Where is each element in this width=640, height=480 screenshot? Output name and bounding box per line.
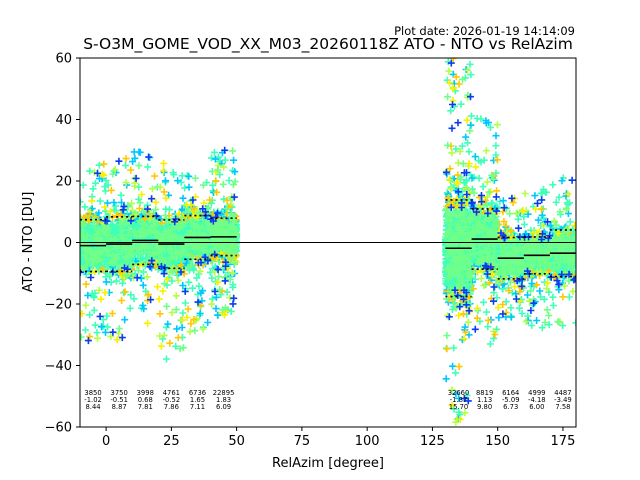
chart-title: S-O3M_GOME_VOD_XX_M03_20260118Z ATO - NT… <box>83 35 573 54</box>
bin-std-label: 9.80 <box>477 403 492 411</box>
y-tick-label: 40 <box>55 113 72 128</box>
x-tick-label: 150 <box>485 434 510 449</box>
scatter-marker-set <box>80 75 576 353</box>
bin-mean-label: 0.68 <box>138 396 153 404</box>
bin-mean-label: 1.83 <box>216 396 231 404</box>
x-tick-label: 125 <box>420 434 445 449</box>
bin-std-label: 7.11 <box>190 403 205 411</box>
bin-std-label: 6.09 <box>216 403 231 411</box>
bin-std-label: 7.86 <box>164 403 179 411</box>
bin-count-label: 4999 <box>528 389 545 397</box>
bin-mean-label: -3.49 <box>554 396 572 404</box>
bin-count-label: 22895 <box>213 389 235 397</box>
y-tick-label: 20 <box>55 175 72 190</box>
bin-count-label: 4761 <box>163 389 180 397</box>
y-axis-label: ATO - NTO [DU] <box>21 192 36 293</box>
bin-count-label: 4487 <box>554 389 571 397</box>
x-tick-label: 50 <box>228 434 245 449</box>
bin-count-label: 8819 <box>476 389 493 397</box>
bin-std-label: 7.58 <box>555 403 570 411</box>
bin-mean-label: -1.02 <box>84 396 102 404</box>
plot-date: Plot date: 2026-01-19 14:14:09 <box>394 24 575 38</box>
y-tick-label: −20 <box>45 298 72 313</box>
bin-mean-label: -5.09 <box>502 396 520 404</box>
y-tick-label: −40 <box>45 359 72 374</box>
bin-count-label: 32660 <box>448 389 470 397</box>
bin-mean-label: -4.18 <box>528 396 546 404</box>
y-tick-label: 0 <box>64 236 72 251</box>
bin-std-label: 15.70 <box>449 403 468 411</box>
x-axis-label: RelAzim [degree] <box>272 456 384 471</box>
y-tick-label: 60 <box>55 52 72 67</box>
x-tick-label: 75 <box>294 434 311 449</box>
y-tick-label: −60 <box>45 421 72 436</box>
x-tick-label: 25 <box>163 434 180 449</box>
bin-std-label: 6.00 <box>529 403 544 411</box>
y-axis-ticks: −60 −40 −20 0 20 40 60 <box>45 52 80 436</box>
bin-mean-label: -0.52 <box>163 396 181 404</box>
bin-count-label: 3850 <box>84 389 101 397</box>
x-tick-label: 100 <box>355 434 380 449</box>
x-tick-label: 175 <box>551 434 576 449</box>
bin-std-label: 6.73 <box>503 403 518 411</box>
bin-statistics-lines <box>80 199 576 298</box>
bin-mean-label: -0.51 <box>110 396 128 404</box>
x-axis-ticks: 0 25 50 75 100 125 150 175 <box>102 427 575 449</box>
bin-mean-label: 1.13 <box>477 396 492 404</box>
bin-std-label: 7.81 <box>138 403 153 411</box>
bin-std-label: 8.87 <box>112 403 127 411</box>
bin-count-label: 6164 <box>502 389 519 397</box>
bin-mean-label: -1.87 <box>450 396 468 404</box>
bin-count-label: 3998 <box>137 389 154 397</box>
bin-std-label: 8.44 <box>85 403 100 411</box>
bin-count-label: 6736 <box>189 389 206 397</box>
x-tick-label: 0 <box>102 434 110 449</box>
bin-count-label: 3750 <box>111 389 128 397</box>
bin-mean-label: 1.65 <box>190 396 205 404</box>
